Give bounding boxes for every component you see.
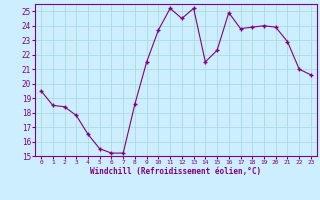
X-axis label: Windchill (Refroidissement éolien,°C): Windchill (Refroidissement éolien,°C) (91, 167, 261, 176)
